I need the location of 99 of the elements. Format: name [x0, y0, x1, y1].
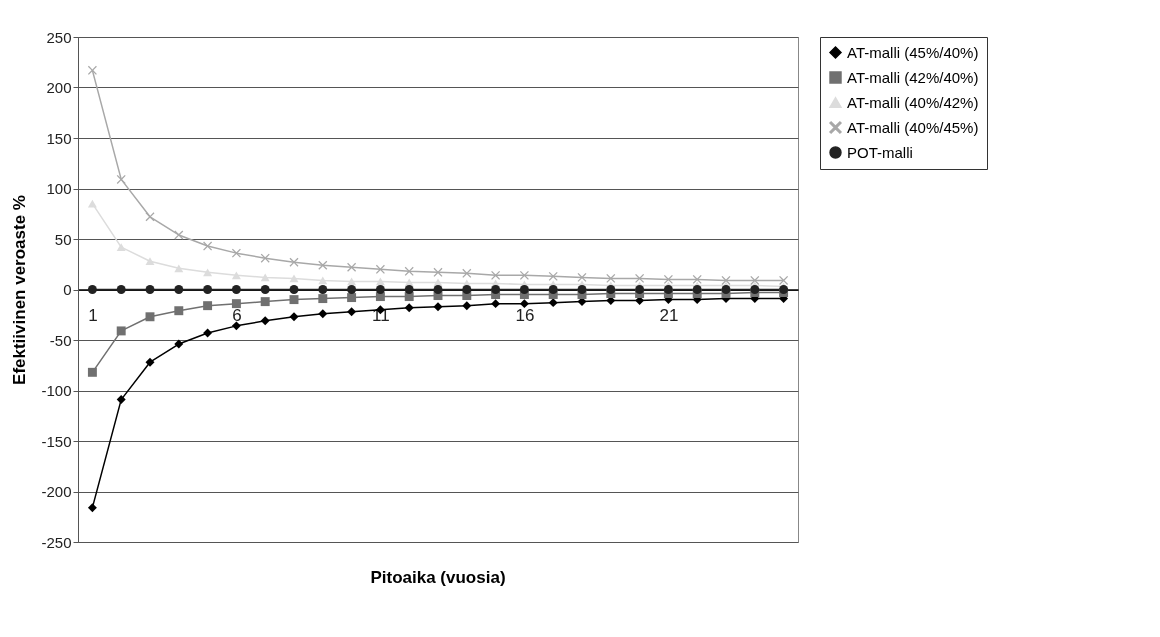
- point: [635, 285, 645, 294]
- point: [548, 298, 558, 308]
- y-tick-label: 100: [46, 180, 72, 197]
- point: [721, 285, 731, 294]
- y-tick-label: 150: [46, 129, 72, 147]
- point: [203, 241, 213, 251]
- point: [289, 285, 299, 294]
- point: [577, 285, 587, 294]
- point: [145, 357, 155, 367]
- point: [519, 299, 529, 309]
- point: [174, 264, 184, 273]
- point: [203, 301, 213, 311]
- point: [318, 276, 328, 285]
- y-tick-label: -100: [41, 382, 72, 399]
- y-tick-label: -250: [41, 533, 72, 551]
- point: [404, 266, 414, 276]
- point: [116, 326, 126, 336]
- point: [318, 309, 328, 319]
- point: [692, 274, 702, 284]
- point: [462, 285, 472, 294]
- point: [462, 301, 472, 311]
- point: [203, 328, 213, 338]
- point: [203, 268, 213, 277]
- point: [375, 264, 385, 274]
- point: [116, 174, 126, 184]
- point: [260, 285, 270, 294]
- point: [145, 212, 155, 222]
- point: [116, 243, 126, 251]
- point: [174, 285, 184, 294]
- point: [375, 285, 385, 294]
- point: [174, 339, 184, 349]
- point: [289, 274, 299, 283]
- point: [462, 268, 472, 278]
- point: [692, 285, 702, 294]
- x-axis-title: Pitoaika (vuosia): [370, 568, 506, 587]
- point: [347, 307, 357, 317]
- legend-label: AT-malli (45%/40%): [847, 43, 979, 61]
- point: [750, 275, 760, 285]
- point: [87, 503, 97, 513]
- point: [231, 321, 241, 331]
- point: [289, 312, 299, 322]
- point: [347, 285, 357, 294]
- point: [87, 367, 97, 377]
- legend-label: AT-malli (42%/40%): [847, 68, 979, 86]
- y-tick-label: -150: [41, 432, 72, 450]
- point: [116, 395, 126, 405]
- legend-label: POT-malli: [847, 143, 913, 161]
- point: [231, 271, 241, 280]
- point: [433, 267, 443, 277]
- point: [433, 302, 443, 312]
- point: [260, 297, 270, 307]
- point: [231, 248, 241, 258]
- x-tick-label: 6: [232, 306, 242, 325]
- point: [260, 273, 270, 282]
- point: [606, 273, 616, 283]
- point: [548, 271, 558, 281]
- point: [289, 257, 299, 267]
- point: [174, 230, 184, 240]
- point: [519, 285, 529, 294]
- point: [260, 316, 270, 326]
- y-tick-label: -200: [41, 483, 72, 500]
- point: [116, 285, 126, 294]
- point: [577, 272, 587, 282]
- point: [231, 299, 241, 309]
- point: [404, 285, 414, 294]
- point: [347, 293, 357, 303]
- y-tick-label: 50: [54, 230, 72, 248]
- point: [318, 294, 328, 304]
- point: [663, 285, 673, 294]
- point: [231, 285, 241, 294]
- point: [433, 285, 443, 294]
- point: [87, 285, 97, 294]
- point: [404, 303, 414, 313]
- point: [318, 285, 328, 294]
- legend-label: AT-malli (40%/42%): [847, 93, 979, 111]
- y-axis-title: Efektiivinen veroaste %: [10, 195, 30, 385]
- point: [145, 257, 155, 266]
- point: [606, 285, 616, 294]
- y-tick-label: 0: [63, 281, 72, 298]
- point: [347, 262, 357, 272]
- x-tick-label: 21: [659, 306, 679, 325]
- point: [491, 299, 501, 309]
- y-tick-label: -50: [49, 331, 72, 349]
- point: [87, 199, 97, 208]
- point: [375, 277, 385, 286]
- x-tick-label: 1: [88, 306, 98, 325]
- y-tick-label: 250: [46, 28, 72, 46]
- y-tick-label: 200: [46, 79, 72, 96]
- point: [174, 306, 184, 316]
- point: [491, 285, 501, 294]
- x-tick-label: 16: [515, 306, 535, 325]
- point: [289, 295, 299, 305]
- point: [203, 285, 213, 294]
- legend-label: AT-malli (40%/45%): [847, 118, 979, 136]
- point: [347, 277, 357, 286]
- point: [145, 285, 155, 294]
- point: [548, 285, 558, 294]
- point: [721, 275, 731, 285]
- point: [145, 312, 155, 322]
